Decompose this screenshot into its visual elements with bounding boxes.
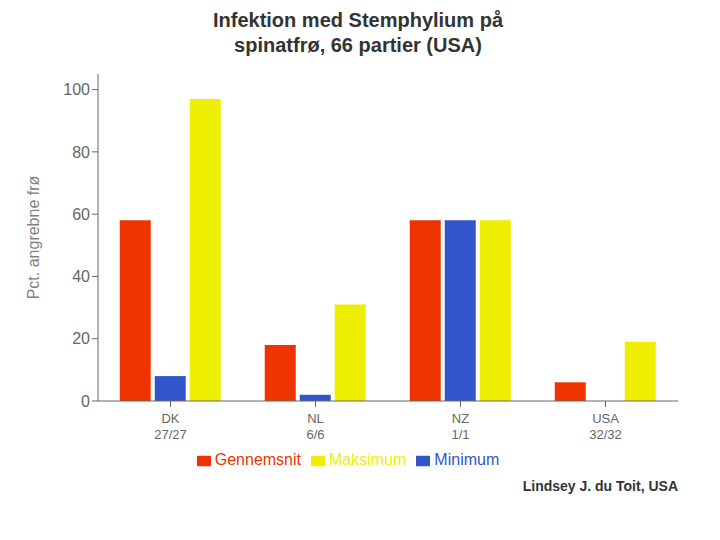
svg-text:NL6/6: NL6/6 — [306, 411, 324, 442]
svg-text:0: 0 — [81, 393, 90, 410]
html-text:Infektion med Stemphylium på s: Infektion med Stemphylium på spinatfrø, … — [213, 9, 503, 56]
html-text:Lindsey J. du Toit, USA: Lindsey J. du Toit, USA — [522, 478, 678, 494]
svg-text:100: 100 — [63, 81, 90, 98]
svg-text:USA32/32: USA32/32 — [589, 411, 622, 442]
html-text:Gennemsnit: Gennemsnit — [214, 451, 301, 468]
svg-text:NZ1/1: NZ1/1 — [451, 411, 469, 442]
svg-text:20: 20 — [72, 330, 90, 347]
html-text:Maksimum: Maksimum — [329, 451, 407, 468]
svg-text:80: 80 — [72, 144, 90, 161]
svg-text:60: 60 — [72, 206, 90, 223]
html-text:Minimum: Minimum — [434, 451, 500, 468]
svg-text:DK27/27: DK27/27 — [154, 411, 187, 442]
svg-text:40: 40 — [72, 268, 90, 285]
svg-text:Pct. angrebne frø: Pct. angrebne frø — [25, 175, 42, 299]
